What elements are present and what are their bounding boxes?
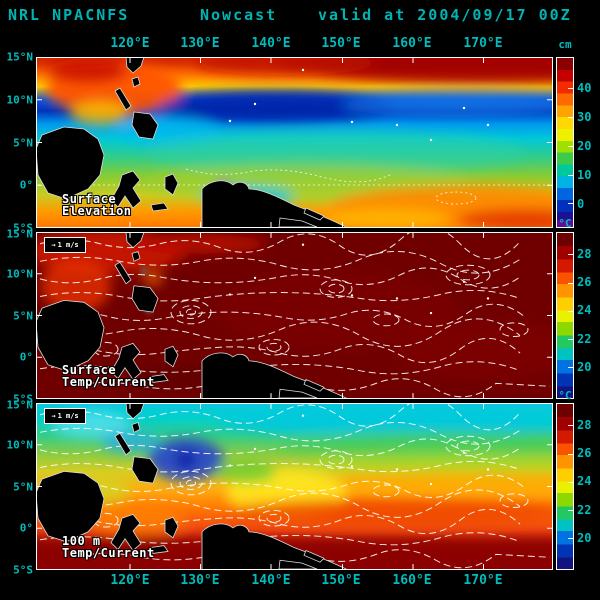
lon-tick-label: 130°E: [180, 36, 220, 51]
colorbar-tick-label: 40: [577, 81, 592, 95]
colorbar-tick-label: 24: [577, 474, 592, 488]
colorbar-tick-label: 26: [577, 275, 592, 289]
lon-tick-label: 140°E: [251, 36, 291, 51]
colorbar-tick-label: 20: [577, 531, 592, 545]
colorbar-tick-label: 10: [577, 168, 592, 182]
lat-tick-label: 5°S: [13, 221, 33, 235]
colorbar-unit: cm: [558, 38, 572, 51]
reference-vector-label: 1 m/s: [57, 240, 79, 249]
panel-label: 100 m: [62, 534, 101, 548]
lat-tick-label: 5°N: [13, 136, 33, 150]
sst-field-features: [36, 232, 553, 391]
colorbar-unit: °C: [558, 389, 572, 402]
panel-label: Surface: [62, 363, 117, 377]
lat-tick-label: 10°N: [6, 93, 34, 107]
colorbar-100m-temp: [556, 403, 574, 570]
lat-tick-label: 5°N: [13, 309, 33, 323]
reference-vector-box: → 1 m/s: [44, 237, 86, 253]
colorbar-tick-label: 28: [577, 247, 592, 261]
lon-tick-label: 150°E: [321, 36, 361, 51]
lon-tick-label: 170°E: [463, 573, 503, 588]
colorbar-tick-label: 20: [577, 139, 592, 153]
lat-tick-label: 15°N: [6, 398, 34, 412]
colorbar-tick-label: 22: [577, 332, 592, 346]
reference-vector-arrow-icon: →: [51, 411, 56, 420]
lat-tick-label: 5°S: [13, 563, 33, 577]
panel-label: Surface: [62, 192, 117, 206]
lon-tick-label: 130°E: [180, 573, 220, 588]
lon-tick-label: 140°E: [251, 573, 291, 588]
colorbar-unit: °C: [558, 217, 572, 230]
header-product: NRL NPACNFS: [8, 6, 130, 24]
colorbar-tick-label: 28: [577, 418, 592, 432]
colorbar-tick-label: 30: [577, 110, 592, 124]
colorbar-tick-label: 20: [577, 360, 592, 374]
colorbar-tick-label: 26: [577, 446, 592, 460]
lat-tick-label: 15°N: [6, 50, 34, 64]
panel-label: Temp/Current: [62, 375, 155, 389]
map-surface-elevation: [36, 57, 553, 228]
lon-tick-label: 150°E: [321, 573, 361, 588]
map-100m-temp-current: [36, 403, 553, 570]
lon-tick-label: 160°E: [392, 573, 432, 588]
lon-tick-label: 170°E: [463, 36, 503, 51]
colorbar-elevation: [556, 57, 574, 228]
reference-vector-box: → 1 m/s: [44, 408, 86, 424]
lat-tick-label: 15°N: [6, 227, 34, 241]
colorbar-tick-label: 24: [577, 303, 592, 317]
lon-tick-label: 120°E: [110, 36, 150, 51]
lat-tick-label: 10°N: [6, 438, 34, 452]
lat-tick-label: 5°S: [13, 392, 33, 406]
reference-vector-arrow-icon: →: [51, 240, 56, 249]
lon-tick-label: 120°E: [110, 573, 150, 588]
panel-label: Temp/Current: [62, 546, 155, 560]
lon-tick-label: 160°E: [392, 36, 432, 51]
lat-tick-label: 10°N: [6, 267, 34, 281]
colorbar-surface-temp: [556, 232, 574, 399]
lat-tick-label: 0°: [19, 521, 33, 535]
map-surface-temp-current: [36, 232, 553, 399]
colorbar-tick-label: 22: [577, 503, 592, 517]
lat-tick-label: 5°N: [13, 480, 33, 494]
header-valid-time: valid at 2004/09/17 00Z: [318, 6, 572, 24]
colorbar-tick-label: 0: [577, 197, 585, 211]
lat-tick-label: 0°: [19, 350, 33, 364]
panel-label: Elevation: [62, 204, 132, 218]
header-mode: Nowcast: [200, 6, 278, 24]
lat-tick-label: 0°: [19, 178, 33, 192]
reference-vector-label: 1 m/s: [57, 411, 79, 420]
